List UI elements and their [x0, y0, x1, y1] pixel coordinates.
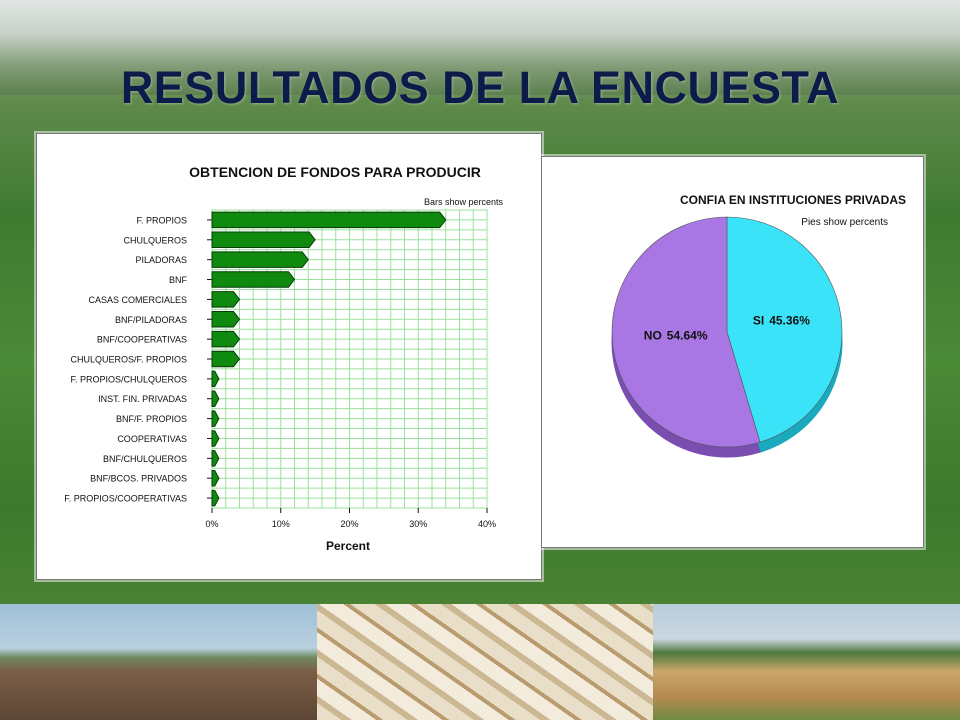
- pie-slice-label: SI: [753, 313, 764, 327]
- bar-chart-panel: OBTENCION DE FONDOS PARA PRODUCIR Bars s…: [36, 133, 542, 580]
- pie-chart-subtitle: Pies show percents: [801, 217, 888, 228]
- bar-chart-category-labels: F. PROPIOS CHULQUEROS PILADORAS BNF CASAS CO…: [64, 215, 212, 504]
- bar-chart-subtitle: Bars show percents: [424, 197, 504, 207]
- bar: [211, 350, 241, 368]
- harvest-pile-photo: [653, 604, 960, 720]
- bar: [211, 271, 296, 288]
- bar: [211, 291, 241, 308]
- bar: [211, 211, 447, 229]
- pie-chart-title: CONFIA EN INSTITUCIONES PRIVADAS: [680, 193, 906, 207]
- pie-slice-labels: SI 45.36% NO 54.64%: [644, 313, 810, 342]
- pie-slices: [611, 216, 843, 458]
- slide-title: RESULTADOS DE LA ENCUESTA: [120, 62, 840, 113]
- x-tick-label: 10%: [272, 519, 290, 529]
- category-label: F. PROPIOS/CHULQUEROS: [70, 374, 187, 384]
- pie-chart: CONFIA EN INSTITUCIONES PRIVADAS Pies sh…: [611, 193, 906, 458]
- category-label: BNF/BCOS. PRIVADOS: [90, 474, 187, 484]
- bar: [211, 370, 220, 388]
- bar: [211, 410, 220, 427]
- category-label: BNF/CHULQUEROS: [103, 454, 187, 464]
- category-label: COOPERATIVAS: [117, 434, 187, 444]
- bar-chart-bars: [211, 211, 447, 507]
- category-label: F. PROPIOS/COOPERATIVAS: [64, 494, 187, 504]
- category-label: INST. FIN. PRIVADAS: [98, 394, 187, 404]
- pie-slice-label: NO: [644, 329, 662, 343]
- category-label: PILADORAS: [135, 255, 187, 265]
- pie-slice-no: [611, 216, 761, 448]
- x-tick-label: 40%: [478, 519, 496, 529]
- bar: [211, 450, 220, 467]
- bar: [211, 390, 220, 407]
- background-tree-line: [0, 0, 960, 95]
- bar-chart-x-ticks: 0% 10% 20% 30% 40%: [205, 508, 496, 529]
- x-tick-label: 30%: [409, 519, 427, 529]
- x-tick-label: 0%: [205, 519, 218, 529]
- bar: [211, 251, 309, 268]
- pie-slice-si: [726, 216, 843, 443]
- bar-chart-x-label: Percent: [326, 539, 370, 553]
- pie-chart-panel: CONFIA EN INSTITUCIONES PRIVADAS Pies sh…: [541, 156, 924, 548]
- bar-chart: OBTENCION DE FONDOS PARA PRODUCIR Bars s…: [64, 164, 504, 553]
- corn-husks-photo: [317, 604, 653, 720]
- bar: [211, 231, 316, 249]
- bar: [211, 430, 220, 447]
- category-label: CHULQUEROS: [123, 235, 187, 245]
- bar-chart-title: OBTENCION DE FONDOS PARA PRODUCIR: [189, 164, 481, 180]
- bar: [211, 311, 241, 328]
- category-label: BNF/F. PROPIOS: [116, 414, 187, 424]
- category-label: BNF/COOPERATIVAS: [97, 335, 187, 345]
- bar: [211, 330, 241, 348]
- photo-strip: [0, 604, 960, 720]
- pie-slice-value: 45.36%: [769, 313, 810, 327]
- category-label: F. PROPIOS: [136, 215, 187, 225]
- bar: [211, 489, 220, 507]
- category-label: BNF/PILADORAS: [115, 315, 187, 325]
- pie-slice-value: 54.64%: [667, 329, 708, 343]
- category-label: CHULQUEROS/F. PROPIOS: [70, 355, 187, 365]
- x-tick-label: 20%: [340, 519, 358, 529]
- category-label: BNF: [169, 275, 188, 285]
- bar: [211, 469, 220, 487]
- category-label: CASAS COMERCIALES: [88, 295, 187, 305]
- plowed-field-photo: [0, 604, 317, 720]
